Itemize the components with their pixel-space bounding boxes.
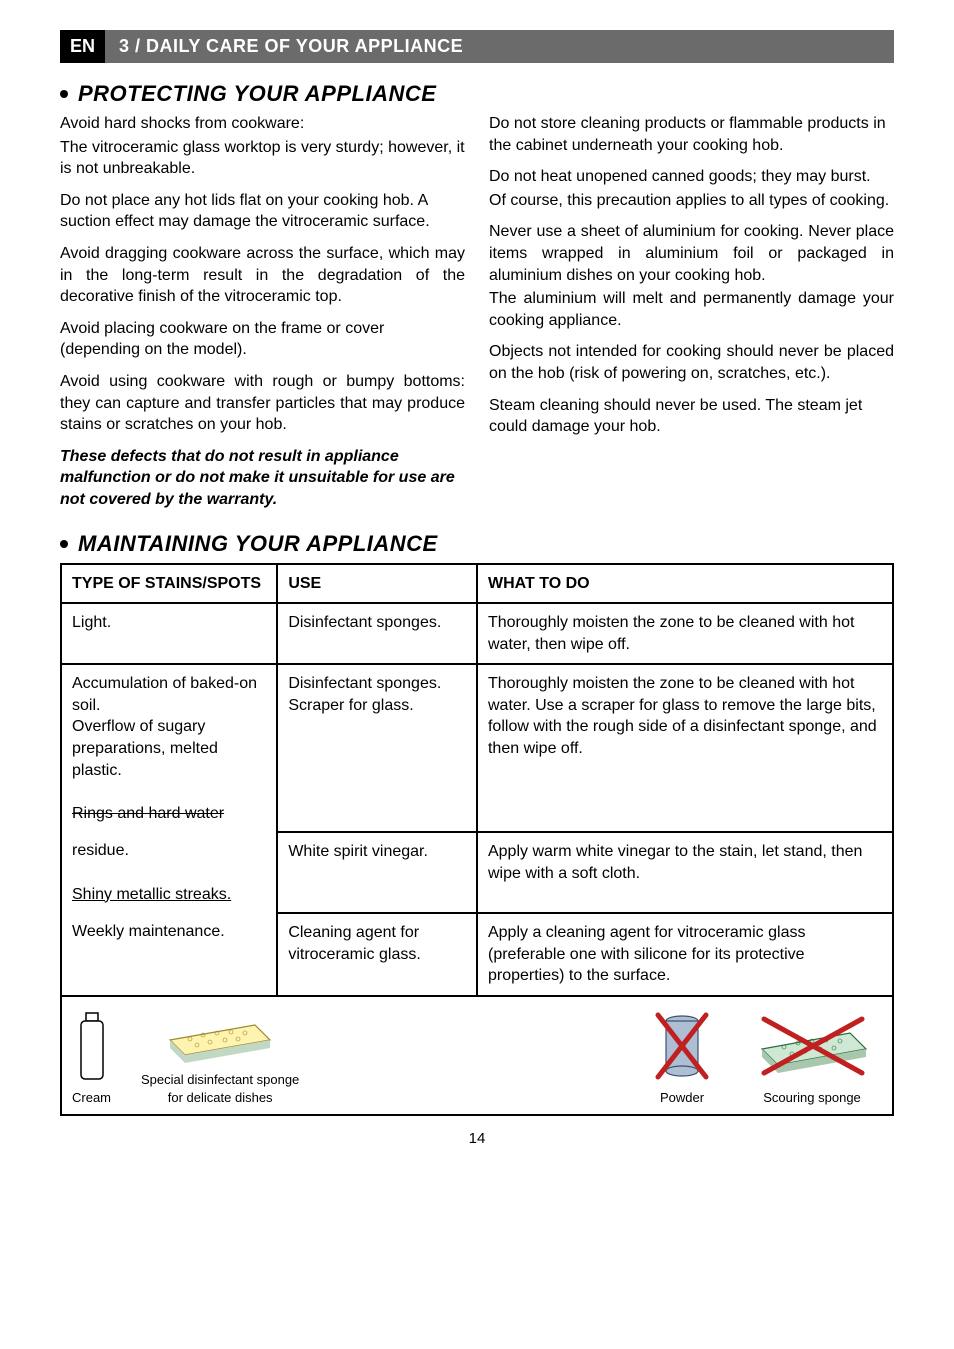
cell: Apply warm white vinegar to the stain, l… bbox=[477, 832, 893, 913]
icon-cream: Cream bbox=[72, 1011, 111, 1107]
icon-sponge: Special disinfectant sponge for delicate… bbox=[141, 1005, 299, 1106]
para: Steam cleaning should never be used. The… bbox=[489, 395, 894, 438]
page-number: 14 bbox=[60, 1130, 894, 1147]
cell: Thoroughly moisten the zone to be cleane… bbox=[477, 603, 893, 664]
cream-bottle-icon bbox=[73, 1011, 111, 1083]
section-title-text: PROTECTING YOUR APPLIANCE bbox=[78, 81, 436, 107]
icon-caption: Powder bbox=[660, 1089, 704, 1107]
para: Do not heat unopened canned goods; they … bbox=[489, 166, 894, 188]
section1-left-column: Avoid hard shocks from cookware: The vit… bbox=[60, 113, 465, 521]
cell: Light. bbox=[61, 603, 277, 664]
para: Avoid hard shocks from cookware: bbox=[60, 113, 465, 135]
bullet-icon bbox=[60, 540, 68, 548]
para: Avoid using cookware with rough or bumpy… bbox=[60, 371, 465, 436]
para: Avoid placing cookware on the frame or c… bbox=[60, 318, 465, 361]
para: Of course, this precaution applies to al… bbox=[489, 190, 894, 212]
page-root: EN 3 / DAILY CARE OF YOUR APPLIANCE PROT… bbox=[0, 0, 954, 1187]
cell: Disinfectant sponges. bbox=[277, 603, 477, 664]
col-header-stains: TYPE OF STAINS/SPOTS bbox=[61, 564, 277, 604]
col-header-use: USE bbox=[277, 564, 477, 604]
warranty-notice: These defects that do not result in appl… bbox=[60, 446, 465, 511]
para: Do not place any hot lids flat on your c… bbox=[60, 190, 465, 233]
maintenance-table: TYPE OF STAINS/SPOTS USE WHAT TO DO Ligh… bbox=[60, 563, 894, 1117]
cell: Thoroughly moisten the zone to be cleane… bbox=[477, 664, 893, 832]
sponge-icon bbox=[155, 1005, 285, 1065]
icon-caption: Scouring sponge bbox=[763, 1089, 861, 1107]
powder-canister-icon bbox=[652, 1011, 712, 1083]
cell: residue. Shiny metallic streaks. bbox=[61, 832, 277, 913]
cell: Disinfectant sponges. Scraper for glass. bbox=[277, 664, 477, 832]
para: Objects not intended for cooking should … bbox=[489, 341, 894, 384]
cell: Cleaning agent for vitroceramic glass. bbox=[277, 913, 477, 996]
icons-row-cell: Cream bbox=[61, 996, 893, 1115]
cell: Accumulation of baked-on soil. Overflow … bbox=[61, 664, 277, 832]
cell: White spirit vinegar. bbox=[277, 832, 477, 913]
bullet-icon bbox=[60, 90, 68, 98]
section-heading-protecting: PROTECTING YOUR APPLIANCE bbox=[60, 81, 894, 107]
header-lang-badge: EN bbox=[60, 30, 105, 63]
cell: Weekly maintenance. bbox=[61, 913, 277, 996]
para: Do not store cleaning products or flamma… bbox=[489, 113, 894, 156]
table-header-row: TYPE OF STAINS/SPOTS USE WHAT TO DO bbox=[61, 564, 893, 604]
para: Never use a sheet of aluminium for cooki… bbox=[489, 221, 894, 286]
table-row: residue. Shiny metallic streaks. White s… bbox=[61, 832, 893, 913]
section1-body: Avoid hard shocks from cookware: The vit… bbox=[60, 113, 894, 521]
table-row: Light. Disinfectant sponges. Thoroughly … bbox=[61, 603, 893, 664]
table-row: Accumulation of baked-on soil. Overflow … bbox=[61, 664, 893, 832]
section-title-text: MAINTAINING YOUR APPLIANCE bbox=[78, 531, 438, 557]
icon-powder: Powder bbox=[652, 1011, 712, 1107]
col-header-whattodo: WHAT TO DO bbox=[477, 564, 893, 604]
icon-caption: Special disinfectant sponge for delicate… bbox=[141, 1071, 299, 1106]
cell-text-strike: Rings and hard water bbox=[72, 805, 224, 822]
table-icons-row: Cream bbox=[61, 996, 893, 1115]
para: Avoid dragging cookware across the surfa… bbox=[60, 243, 465, 308]
para: The aluminium will melt and permanently … bbox=[489, 288, 894, 331]
section-heading-maintaining: MAINTAINING YOUR APPLIANCE bbox=[60, 531, 894, 557]
cell: Apply a cleaning agent for vitroceramic … bbox=[477, 913, 893, 996]
icon-scouring: Scouring sponge bbox=[742, 1011, 882, 1107]
cell-text: residue. bbox=[72, 842, 129, 859]
cell-text: Accumulation of baked-on soil. bbox=[72, 675, 257, 714]
cell-text-underline: Shiny metallic streaks. bbox=[72, 886, 231, 903]
icon-caption: Cream bbox=[72, 1089, 111, 1107]
section1-right-column: Do not store cleaning products or flamma… bbox=[489, 113, 894, 521]
scouring-sponge-icon bbox=[742, 1011, 882, 1083]
cell-text: Overflow of sugary preparations, melted … bbox=[72, 718, 218, 778]
table-row: Weekly maintenance. Cleaning agent for v… bbox=[61, 913, 893, 996]
icons-flex: Cream bbox=[72, 1005, 882, 1106]
header-chapter-title: 3 / DAILY CARE OF YOUR APPLIANCE bbox=[105, 30, 894, 63]
para: The vitroceramic glass worktop is very s… bbox=[60, 137, 465, 180]
header-bar: EN 3 / DAILY CARE OF YOUR APPLIANCE bbox=[60, 30, 894, 63]
